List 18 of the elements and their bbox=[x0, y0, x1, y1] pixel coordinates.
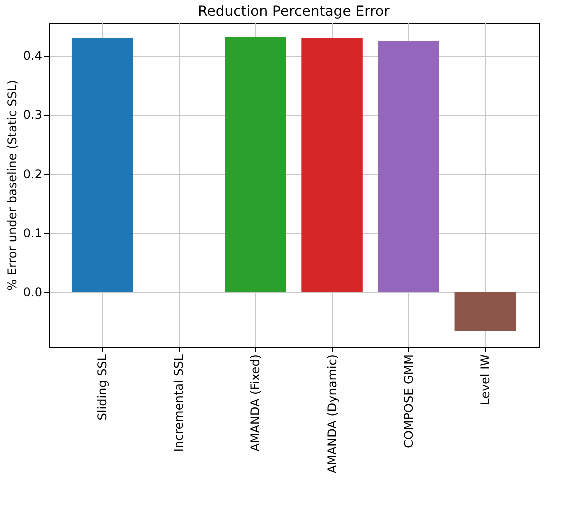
x-tick-label: AMANDA (Dynamic) bbox=[325, 354, 340, 474]
y-tick-label: 0.1 bbox=[23, 226, 42, 240]
chart-title: Reduction Percentage Error bbox=[198, 4, 390, 20]
x-tick-label: Sliding SSL bbox=[96, 354, 110, 421]
y-tick-label: 0.0 bbox=[23, 286, 42, 300]
bar bbox=[72, 38, 134, 292]
bar bbox=[378, 41, 440, 292]
y-tick-label: 0.2 bbox=[23, 167, 42, 182]
bar bbox=[454, 292, 516, 332]
x-tick-label: COMPOSE GMM bbox=[402, 354, 416, 448]
x-tick-label: AMANDA (Fixed) bbox=[248, 354, 263, 452]
x-tick-label: Level IW bbox=[478, 354, 492, 406]
y-tick-label: 0.3 bbox=[23, 108, 42, 122]
y-tick-label: 0.4 bbox=[23, 49, 42, 64]
bar bbox=[302, 38, 363, 292]
x-tick-label: Incremental SSL bbox=[172, 354, 186, 452]
bar bbox=[225, 37, 286, 292]
y-axis-title: % Error under baseline (Static SSL) bbox=[5, 80, 20, 291]
